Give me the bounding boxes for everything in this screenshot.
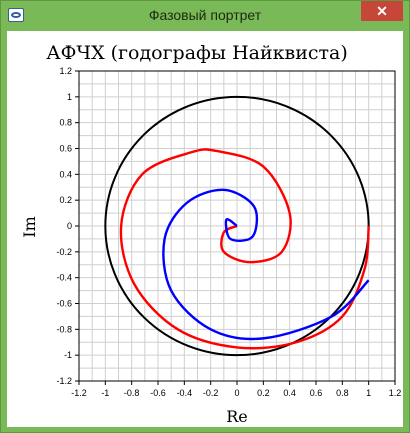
unit-circle-series	[104, 95, 370, 357]
x-tick-label: -1	[101, 388, 109, 398]
y-tick-label: 0	[67, 221, 72, 231]
x-tick-label: 1.2	[389, 388, 402, 398]
y-tick-label: -0.8	[56, 324, 72, 334]
x-tick-label: -0.2	[203, 388, 219, 398]
series-group	[104, 95, 370, 357]
x-axis-label: Re	[226, 407, 248, 426]
y-axis-label: Im	[20, 216, 39, 238]
y-tick-label: 0.8	[59, 118, 72, 128]
y-tick-label: 1.2	[59, 66, 72, 76]
red-spiral-series	[119, 148, 370, 350]
y-tick-label: 0.4	[59, 169, 72, 179]
y-tick-label: -0.2	[56, 247, 72, 257]
y-tick-label: 0.6	[59, 144, 72, 154]
x-tick-label: -1.2	[71, 388, 87, 398]
x-tick-label: -0.4	[177, 388, 193, 398]
y-tick-label: -0.6	[56, 299, 72, 309]
x-tick-label: 0.4	[283, 388, 296, 398]
nyquist-chart: АФЧХ (годографы Найквиста) Re Im -1.2 -1-…	[20, 42, 401, 426]
y-tick-label: -1.2	[56, 376, 72, 386]
x-tick-label: 0.6	[310, 388, 323, 398]
x-tick-label: -0.6	[150, 388, 166, 398]
x-tick-label: 0	[234, 388, 239, 398]
y-tick-label: -1	[64, 350, 72, 360]
x-tick-label: 0.8	[336, 388, 349, 398]
window-title: Фазовый портрет	[148, 7, 262, 23]
y-ticks: 1.2 1 0.8 0.6 0.4 0.2 0 -0.2 -0.4 -0.6 -0.8 -1 -1.2	[56, 66, 79, 386]
chart-area: АФЧХ (годографы Найквиста) Re Im -1.2 -1-…	[7, 31, 403, 427]
y-tick-label: 0.2	[59, 195, 72, 205]
title-bar[interactable]: Фазовый портрет ✕	[1, 1, 409, 31]
phase-portrait-icon[interactable]	[8, 8, 24, 22]
x-tick-label: 0.2	[257, 388, 270, 398]
x-tick-label: -0.8	[124, 388, 140, 398]
x-ticks: -1.2 -1 -0.8 -0.6 -0.4 -0.2 0 0.2 0.4 0.6 0.8 1 1.2	[71, 381, 401, 398]
chart-title: АФЧХ (годографы Найквиста)	[46, 42, 348, 64]
blue-spiral-series	[162, 188, 370, 341]
y-tick-label: 1	[67, 92, 72, 102]
x-tick-label: 1	[366, 388, 371, 398]
close-button[interactable]: ✕	[361, 1, 403, 21]
y-tick-label: -0.4	[56, 273, 72, 283]
